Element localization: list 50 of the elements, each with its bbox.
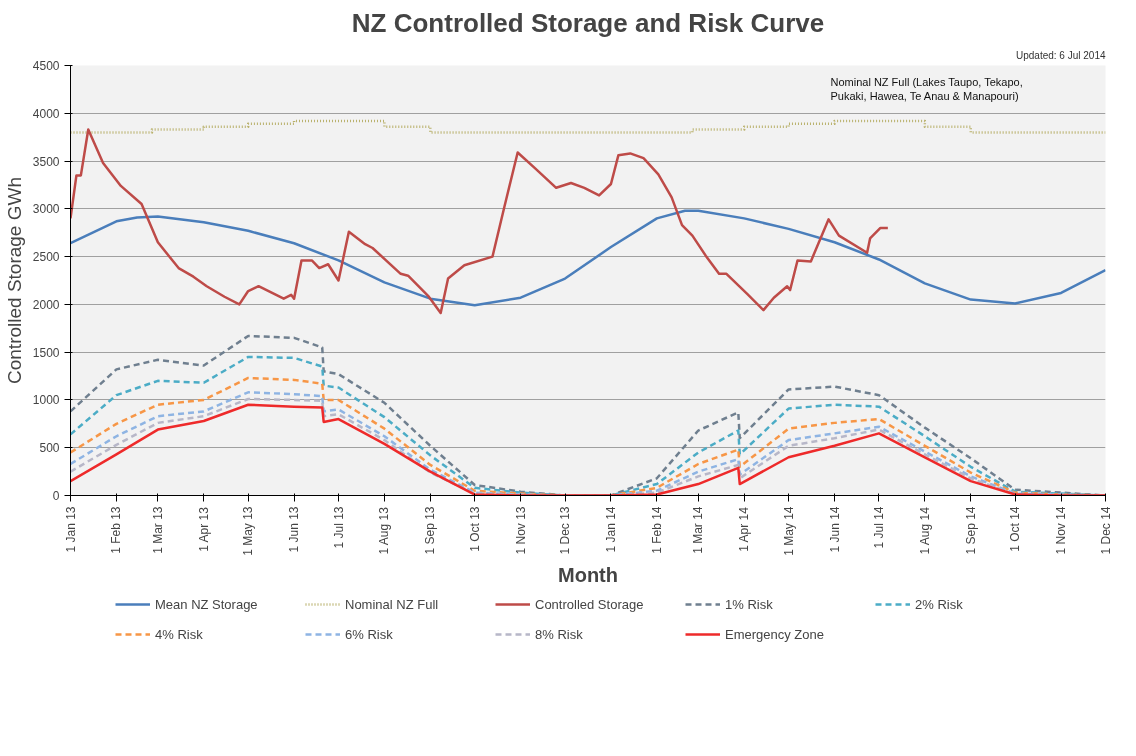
y-tick-label: 2000 bbox=[32, 297, 60, 312]
legend-label: 1% Risk bbox=[725, 596, 774, 612]
line-series bbox=[70, 209, 1106, 307]
y-tick-label: 4500 bbox=[32, 59, 60, 73]
chart-title: NZ Controlled Storage and Risk Curve bbox=[351, 7, 825, 38]
x-tick-label: 1 Jun 14 bbox=[827, 506, 842, 553]
x-tick-label: 1 Dec 13 bbox=[558, 506, 573, 555]
x-tick-label: 1 Oct 14 bbox=[1008, 506, 1023, 552]
y-tick-label: 1500 bbox=[32, 345, 60, 360]
legend-label: 2% Risk bbox=[915, 596, 964, 612]
x-tick-label: 1 Jan 13 bbox=[63, 506, 78, 553]
line-series bbox=[70, 128, 890, 315]
y-tick-label: 2500 bbox=[32, 250, 60, 265]
x-tick-label: 1 Nov 13 bbox=[513, 506, 528, 555]
x-tick-label: 1 Feb 13 bbox=[109, 506, 124, 554]
legend-label: 6% Risk bbox=[345, 626, 394, 642]
x-tick-label: 1 May 13 bbox=[241, 506, 256, 556]
x-tick-label: 1 Jun 13 bbox=[287, 506, 302, 553]
x-tick-label: 1 Jul 13 bbox=[331, 506, 346, 549]
x-tick-label: 1 Sep 13 bbox=[423, 506, 438, 555]
x-tick-label: 1 Apr 13 bbox=[196, 506, 211, 552]
x-tick-label: 1 Jan 14 bbox=[603, 506, 618, 553]
x-tick-label: 1 May 14 bbox=[781, 506, 796, 556]
y-tick-label: 0 bbox=[52, 489, 60, 503]
y-axis-title: Controlled Storage GWh bbox=[3, 176, 25, 384]
legend-label: Nominal NZ Full bbox=[345, 596, 440, 612]
x-tick-label: 1 Jul 14 bbox=[871, 506, 886, 549]
x-tick-label: 1 Mar 14 bbox=[691, 506, 706, 554]
text: Updated: 6 Jul 2014 bbox=[1015, 49, 1106, 61]
x-tick-label: 1 Dec 14 bbox=[1098, 506, 1113, 555]
y-tick-label: 500 bbox=[39, 441, 60, 456]
x-tick-label: 1 Sep 14 bbox=[963, 506, 978, 555]
y-tick-label: 1000 bbox=[32, 393, 60, 408]
x-tick-label: 1 Apr 14 bbox=[737, 506, 752, 552]
y-tick-label: 3500 bbox=[32, 154, 60, 169]
legend-label: Emergency Zone bbox=[725, 626, 825, 642]
legend-label: Controlled Storage bbox=[535, 596, 645, 612]
y-tick-label: 3000 bbox=[32, 202, 60, 217]
x-tick-label: 1 Mar 13 bbox=[150, 506, 165, 554]
legend-label: 8% Risk bbox=[535, 626, 584, 642]
x-tick-label: 1 Aug 14 bbox=[917, 506, 932, 555]
legend-label: 4% Risk bbox=[155, 626, 204, 642]
x-tick-label: 1 Aug 13 bbox=[377, 506, 392, 555]
annotation: Nominal NZ Full (Lakes Taupo, Tekapo, Pukaki, Hawea, Te Anau & Manapouri) bbox=[830, 75, 1023, 102]
legend-label: Mean NZ Storage bbox=[155, 596, 259, 612]
x-axis-title: Month bbox=[558, 563, 618, 586]
y-tick-label: 4000 bbox=[32, 106, 60, 121]
x-tick-label: 1 Oct 13 bbox=[467, 506, 482, 552]
x-tick-label: 1 Nov 14 bbox=[1054, 506, 1069, 555]
x-tick-label: 1 Feb 14 bbox=[649, 506, 664, 554]
